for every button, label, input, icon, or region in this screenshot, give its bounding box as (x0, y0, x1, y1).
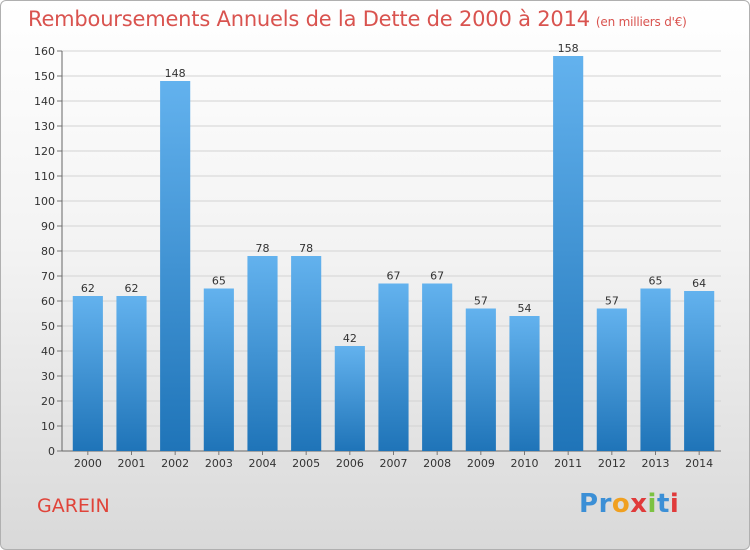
x-tick-label: 2006 (336, 457, 364, 470)
y-tick-label: 0 (48, 445, 55, 458)
bar-2008 (422, 284, 452, 452)
x-tick-label: 2012 (598, 457, 626, 470)
y-tick-label: 140 (34, 95, 55, 108)
y-tick-label: 80 (41, 245, 55, 258)
data-label-2006: 42 (343, 332, 357, 345)
y-tick-label: 120 (34, 145, 55, 158)
y-tick-label: 10 (41, 420, 55, 433)
bar-2005 (291, 256, 321, 451)
logo-letter: r (599, 489, 612, 519)
bar-2002 (160, 81, 190, 451)
logo-letter: t (657, 489, 670, 519)
y-tick-label: 90 (41, 220, 55, 233)
data-label-2008: 67 (430, 270, 444, 283)
y-tick-label: 70 (41, 270, 55, 283)
x-tick-label: 2002 (161, 457, 189, 470)
bar-2004 (247, 256, 277, 451)
x-tick-label: 2003 (205, 457, 233, 470)
data-label-2000: 62 (81, 282, 95, 295)
x-tick-label: 2010 (511, 457, 539, 470)
data-label-2012: 57 (605, 295, 619, 308)
logo-letter: x (630, 489, 647, 519)
x-tick-label: 2013 (642, 457, 670, 470)
x-tick-label: 2014 (685, 457, 713, 470)
x-tick-label: 2001 (118, 457, 146, 470)
y-tick-label: 40 (41, 345, 55, 358)
bar-2007 (378, 284, 408, 452)
x-tick-label: 2005 (292, 457, 320, 470)
y-tick-label: 60 (41, 295, 55, 308)
logo-letter: o (612, 489, 630, 519)
proxiti-logo: Proxiti (579, 489, 679, 519)
data-label-2001: 62 (125, 282, 139, 295)
logo-letter: i (670, 489, 679, 519)
y-tick-label: 130 (34, 120, 55, 133)
bar-2003 (204, 289, 234, 452)
y-tick-label: 50 (41, 320, 55, 333)
data-label-2010: 54 (518, 302, 532, 315)
data-label-2014: 64 (692, 277, 706, 290)
bar-chart: 0 10 20 30 40 50 60 70 80 90 100 110 120 130 140 150 160… (1, 1, 750, 550)
data-label-2003: 65 (212, 275, 226, 288)
y-tick-label: 160 (34, 45, 55, 58)
logo-letter: P (579, 489, 599, 519)
bar-2006 (335, 346, 365, 451)
bar-2011 (553, 56, 583, 451)
bar-2009 (466, 309, 496, 452)
data-label-2004: 78 (256, 242, 270, 255)
bar-2000 (73, 296, 103, 451)
data-label-2002: 148 (165, 67, 186, 80)
data-label-2009: 57 (474, 295, 488, 308)
data-label-2007: 67 (387, 270, 401, 283)
logo-letter: i (648, 489, 657, 519)
data-label-2013: 65 (649, 275, 663, 288)
y-tick-label: 30 (41, 370, 55, 383)
x-tick-label: 2009 (467, 457, 495, 470)
bar-2014 (684, 291, 714, 451)
x-tick-label: 2000 (74, 457, 102, 470)
y-tick-label: 20 (41, 395, 55, 408)
x-tick-label: 2007 (380, 457, 408, 470)
y-tick-label: 100 (34, 195, 55, 208)
bar-2012 (597, 309, 627, 452)
x-tick-label: 2008 (423, 457, 451, 470)
y-tick-label: 150 (34, 70, 55, 83)
data-label-2011: 158 (558, 42, 579, 55)
chart-frame: Remboursements Annuels de la Dette de 20… (0, 0, 750, 550)
data-label-2005: 78 (299, 242, 313, 255)
y-tick-label: 110 (34, 170, 55, 183)
bar-2010 (509, 316, 539, 451)
bar-2001 (116, 296, 146, 451)
bar-2013 (640, 289, 670, 452)
x-tick-label: 2011 (554, 457, 582, 470)
commune-name: GAREIN (37, 495, 110, 517)
x-tick-label: 2004 (249, 457, 277, 470)
